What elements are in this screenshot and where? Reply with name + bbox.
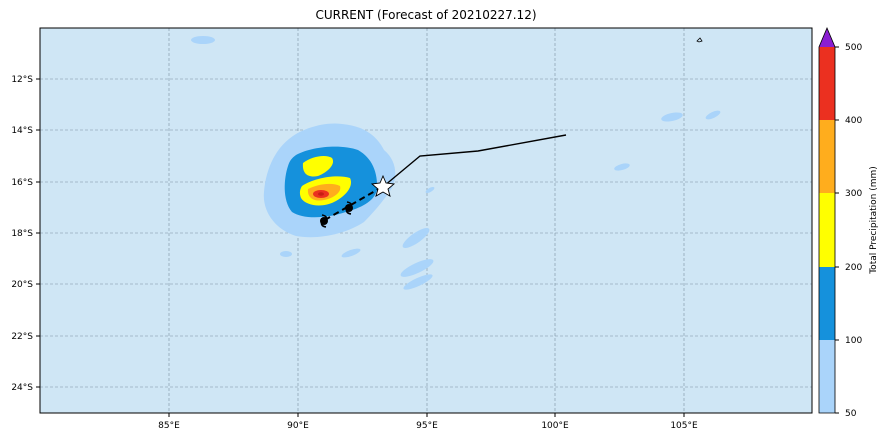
colorbar-tick-label: 200: [845, 263, 862, 273]
forecast-position-2: [320, 214, 328, 228]
lat-label: 18°S: [11, 229, 33, 239]
map-frame: [39, 27, 813, 414]
longitude-tick-marks: [168, 413, 685, 417]
lon-label: 90°E: [287, 421, 309, 431]
map-ocean-background: [40, 28, 812, 413]
colorbar-tick-label: 400: [845, 116, 862, 126]
lat-label: 16°S: [11, 178, 33, 188]
colorbar: 50 100 200 300 400 500 Total Precipitati…: [818, 26, 879, 419]
lon-label: 100°E: [541, 421, 569, 431]
lat-label: 24°S: [11, 383, 33, 393]
map-title: CURRENT (Forecast of 20210227.12): [315, 8, 537, 22]
forecast-position-1: [345, 201, 353, 215]
longitude-labels: 85°E 90°E 95°E 100°E 105°E: [158, 421, 698, 431]
colorbar-outline: [818, 26, 836, 414]
colorbar-tick-label: 50: [845, 409, 857, 419]
lat-label: 22°S: [11, 332, 33, 342]
colorbar-extend-arrow: [819, 28, 835, 47]
lon-label: 105°E: [670, 421, 698, 431]
lat-label: 12°S: [11, 75, 33, 85]
colorbar-segment-50-100: [819, 340, 835, 413]
forecast-track-line: [322, 186, 383, 222]
colorbar-tick-label: 100: [845, 336, 862, 346]
lon-label: 95°E: [416, 421, 438, 431]
gridlines: [40, 28, 812, 413]
colorbar-segment-300-400: [819, 120, 835, 193]
lat-label: 20°S: [11, 280, 33, 290]
colorbar-segment-100-200: [819, 267, 835, 340]
colorbar-segment-400-500: [819, 47, 835, 120]
precip-light-patches: [191, 36, 721, 290]
current-position-star-icon: [370, 174, 396, 197]
colorbar-tick-label: 300: [845, 189, 862, 199]
colorbar-tick-label: 500: [845, 43, 862, 53]
latitude-tick-marks: [36, 78, 40, 388]
latitude-labels: 12°S 14°S 16°S 18°S 20°S 22°S 24°S: [11, 75, 33, 393]
island-icon: [696, 37, 703, 43]
lon-label: 85°E: [158, 421, 180, 431]
lat-label: 14°S: [11, 126, 33, 136]
colorbar-title: Total Precipitation (mm): [869, 166, 879, 275]
storm-precipitation: [263, 123, 396, 238]
colorbar-segment-200-300: [819, 193, 835, 267]
past-track-line: [383, 134, 567, 187]
